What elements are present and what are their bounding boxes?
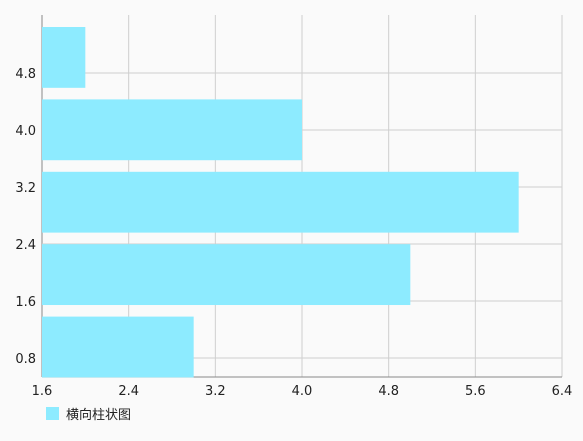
- bar: [42, 171, 519, 233]
- y-tick-label: 0.8: [15, 352, 36, 367]
- bars: [42, 27, 519, 378]
- bar: [42, 27, 86, 88]
- bar: [42, 99, 302, 161]
- x-tick-label: 4.8: [378, 384, 399, 399]
- x-axis-ticks: 1.6 2.4 3.2 4.0 4.8 5.6 6.4: [32, 384, 573, 399]
- y-tick-label: 4.0: [15, 124, 36, 139]
- x-tick-label: 5.6: [465, 384, 486, 399]
- bar: [42, 316, 194, 378]
- legend-label: 横向柱状图: [66, 408, 132, 423]
- legend: 横向柱状图: [46, 404, 131, 423]
- x-tick-label: 2.4: [118, 384, 139, 399]
- x-tick-label: 6.4: [552, 384, 573, 399]
- y-axis-ticks: 4.8 4.0 3.2 2.4 1.6 0.8: [15, 67, 36, 367]
- legend-swatch: [46, 407, 59, 420]
- bar: [42, 244, 411, 306]
- x-tick-label: 4.0: [292, 384, 313, 399]
- y-tick-label: 1.6: [15, 295, 36, 310]
- x-tick-label: 1.6: [32, 384, 53, 399]
- y-tick-label: 4.8: [15, 67, 36, 82]
- y-tick-label: 3.2: [15, 181, 36, 196]
- x-tick-label: 3.2: [205, 384, 226, 399]
- y-tick-label: 2.4: [15, 238, 36, 253]
